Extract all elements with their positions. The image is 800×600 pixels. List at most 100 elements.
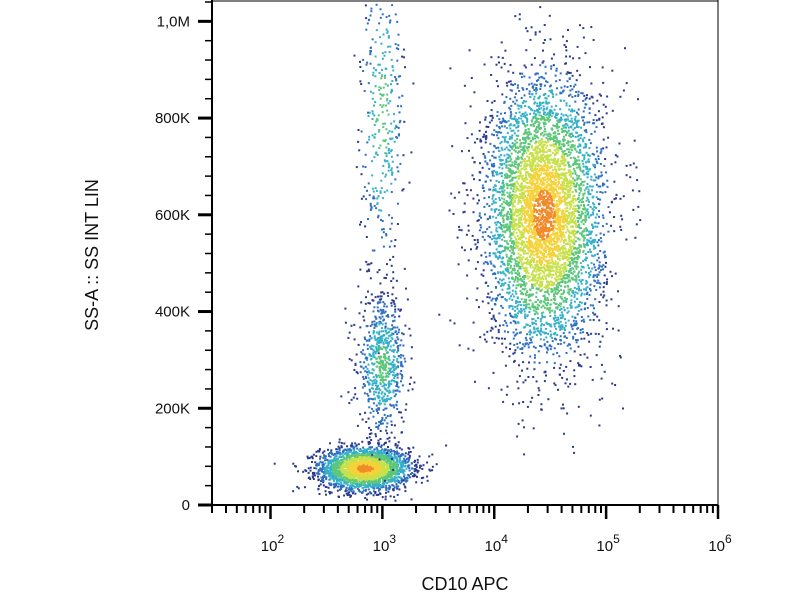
event-point bbox=[371, 450, 374, 453]
event-point bbox=[392, 465, 394, 468]
event-point bbox=[376, 409, 378, 412]
event-point bbox=[552, 353, 555, 356]
event-point bbox=[386, 397, 389, 400]
event-point bbox=[525, 167, 528, 170]
event-point bbox=[373, 390, 376, 393]
event-point bbox=[486, 330, 489, 333]
event-point bbox=[474, 243, 477, 246]
event-point bbox=[565, 134, 567, 137]
event-point bbox=[559, 328, 562, 331]
event-point bbox=[458, 191, 461, 194]
event-point bbox=[350, 458, 353, 460]
event-point bbox=[390, 448, 393, 451]
event-point bbox=[338, 478, 341, 481]
event-point bbox=[363, 483, 366, 486]
event-point bbox=[389, 403, 392, 406]
event-point bbox=[555, 93, 558, 96]
event-point bbox=[563, 139, 566, 142]
event-point bbox=[549, 144, 552, 147]
event-point bbox=[329, 483, 332, 486]
event-point bbox=[538, 122, 541, 125]
event-point bbox=[370, 485, 373, 488]
event-point bbox=[384, 495, 387, 498]
event-point bbox=[429, 469, 432, 472]
event-point bbox=[390, 371, 392, 374]
event-point bbox=[410, 462, 413, 465]
event-point bbox=[354, 457, 357, 460]
event-point bbox=[525, 305, 528, 308]
event-point bbox=[501, 288, 504, 291]
event-point bbox=[372, 329, 375, 332]
event-point bbox=[361, 467, 364, 470]
event-point bbox=[600, 171, 603, 174]
event-point bbox=[408, 447, 411, 450]
event-point bbox=[349, 444, 352, 447]
event-point bbox=[373, 320, 376, 323]
event-point bbox=[381, 385, 384, 388]
event-point bbox=[354, 450, 357, 453]
event-point bbox=[508, 228, 511, 231]
event-point bbox=[501, 238, 504, 241]
event-point bbox=[390, 383, 393, 386]
event-point bbox=[378, 340, 381, 343]
event-point bbox=[590, 133, 593, 135]
event-point bbox=[592, 274, 595, 277]
event-point bbox=[512, 352, 515, 355]
event-point bbox=[372, 487, 375, 490]
event-point bbox=[307, 457, 310, 460]
event-point bbox=[366, 392, 369, 395]
event-point bbox=[415, 466, 418, 469]
event-point bbox=[508, 106, 511, 109]
event-point bbox=[378, 403, 381, 406]
event-point bbox=[548, 155, 551, 158]
event-point bbox=[509, 225, 512, 228]
event-point bbox=[516, 314, 519, 317]
event-point bbox=[413, 461, 416, 463]
event-point bbox=[408, 327, 411, 330]
event-point bbox=[519, 256, 522, 259]
event-point bbox=[473, 141, 476, 144]
event-point bbox=[538, 168, 541, 170]
event-point bbox=[372, 355, 375, 358]
event-point bbox=[344, 465, 346, 468]
event-point bbox=[598, 261, 601, 264]
event-point bbox=[396, 479, 399, 482]
event-point bbox=[487, 151, 490, 154]
event-point bbox=[556, 231, 559, 234]
event-point bbox=[356, 397, 359, 400]
event-point bbox=[569, 71, 572, 74]
event-point bbox=[318, 473, 321, 476]
event-point bbox=[571, 172, 574, 175]
event-point bbox=[404, 460, 406, 463]
event-point bbox=[395, 485, 398, 488]
event-point bbox=[337, 460, 340, 463]
event-point bbox=[601, 214, 604, 217]
event-point bbox=[375, 435, 377, 438]
event-point bbox=[593, 266, 596, 269]
event-point bbox=[406, 477, 409, 480]
event-point bbox=[619, 197, 622, 200]
event-point bbox=[385, 305, 388, 308]
event-point bbox=[552, 224, 554, 227]
event-point bbox=[302, 470, 305, 473]
event-point bbox=[537, 126, 540, 129]
event-point bbox=[388, 334, 391, 337]
event-point bbox=[497, 85, 499, 88]
event-point bbox=[373, 306, 376, 309]
event-point bbox=[392, 391, 395, 394]
event-point bbox=[393, 472, 396, 475]
event-point bbox=[377, 301, 380, 304]
event-point bbox=[368, 469, 371, 472]
event-point bbox=[325, 478, 328, 481]
event-point bbox=[426, 461, 429, 464]
event-point bbox=[491, 336, 494, 339]
event-point bbox=[558, 167, 561, 170]
event-point bbox=[494, 188, 497, 191]
event-point bbox=[596, 273, 599, 276]
event-point bbox=[375, 346, 378, 349]
event-point bbox=[373, 466, 376, 469]
event-point bbox=[363, 449, 366, 452]
event-point bbox=[383, 457, 386, 460]
event-point bbox=[540, 306, 543, 309]
event-point bbox=[383, 481, 386, 484]
